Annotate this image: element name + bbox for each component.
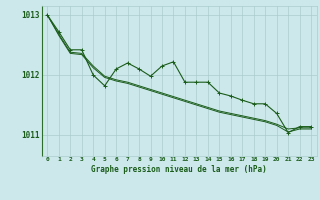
- X-axis label: Graphe pression niveau de la mer (hPa): Graphe pression niveau de la mer (hPa): [91, 165, 267, 174]
